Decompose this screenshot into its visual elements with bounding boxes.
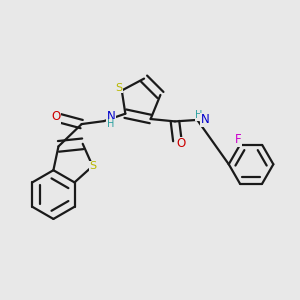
Text: H: H — [107, 119, 114, 129]
Text: H: H — [195, 110, 202, 120]
Text: S: S — [89, 161, 96, 171]
Text: S: S — [115, 82, 122, 92]
Text: N: N — [201, 113, 210, 126]
Text: O: O — [176, 137, 186, 150]
Text: F: F — [235, 133, 242, 146]
Text: N: N — [107, 110, 116, 123]
Text: O: O — [51, 110, 60, 123]
